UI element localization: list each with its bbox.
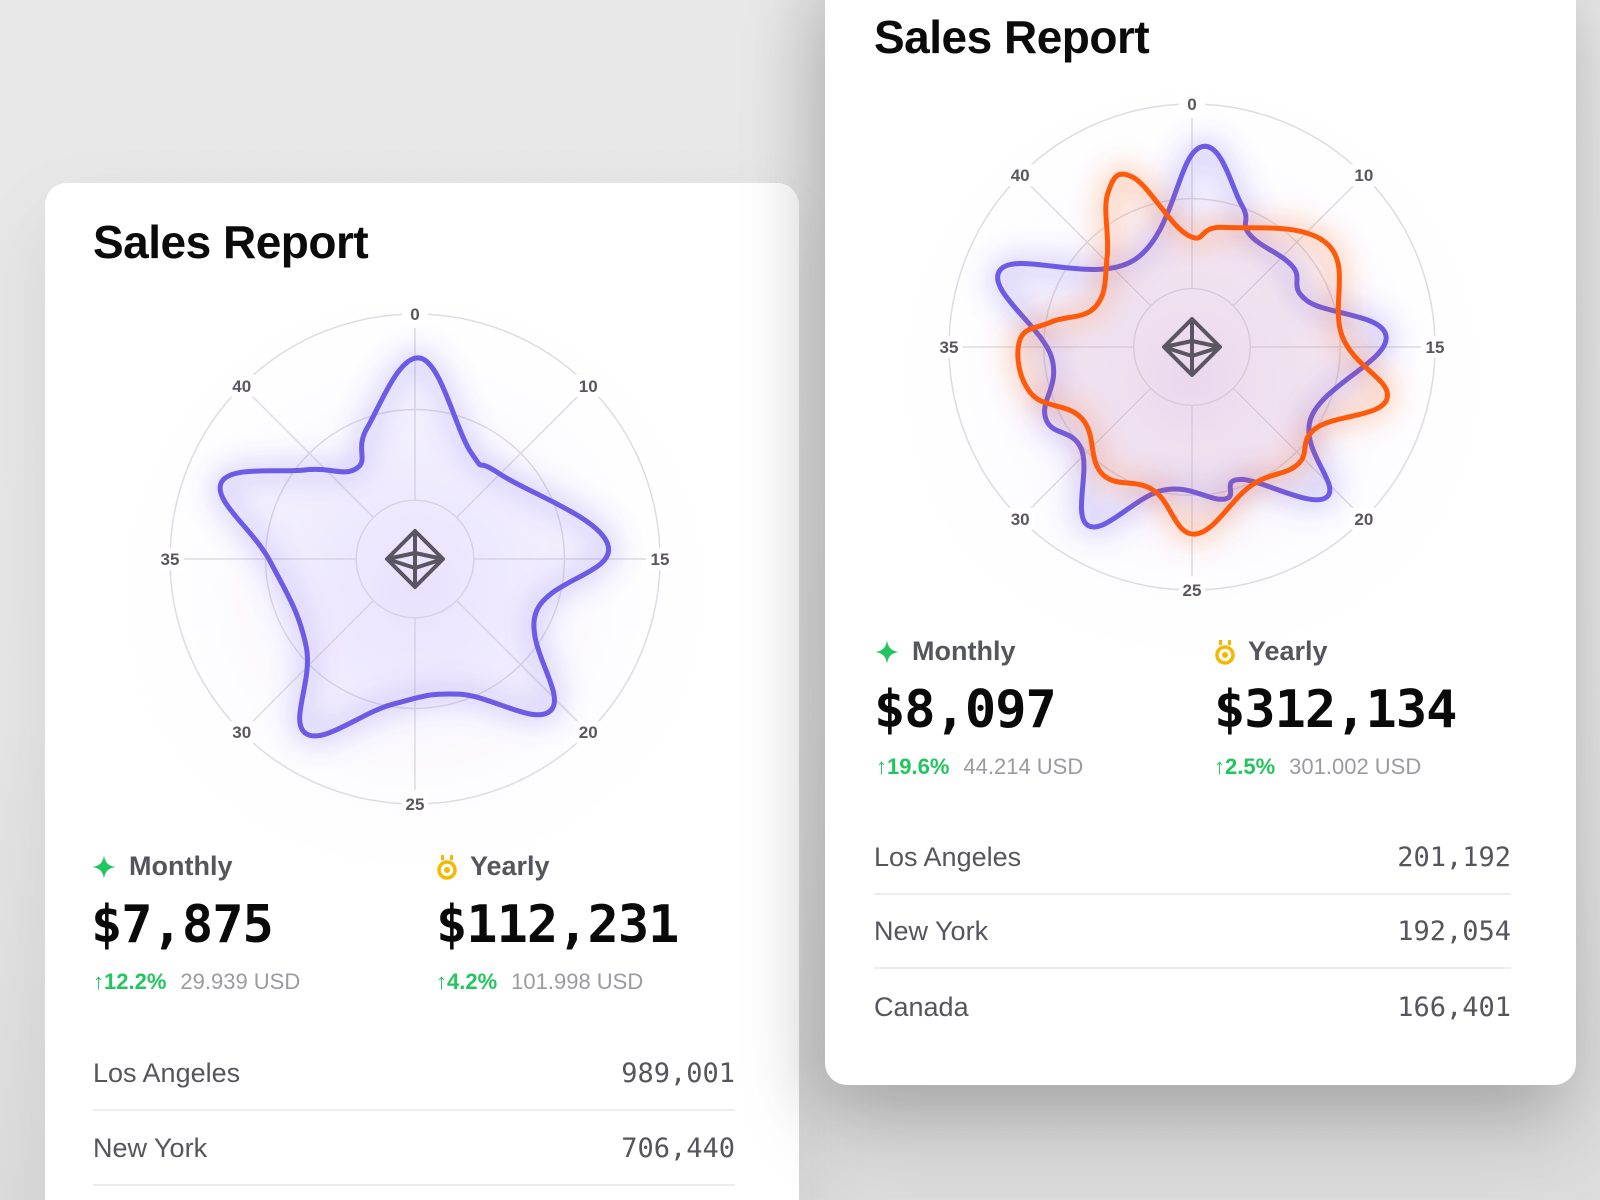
axis-label-bg: [936, 336, 962, 358]
table-row: Los Angeles 989,001: [93, 1037, 735, 1111]
axis-label-bg: [157, 548, 183, 570]
axis-label-bg: [228, 721, 255, 744]
axis-label: 15: [1426, 338, 1445, 357]
city-value: 192,054: [1397, 915, 1511, 947]
monthly-label-text: Monthly: [129, 851, 233, 881]
city-name: New York: [93, 1132, 208, 1163]
axis-label-bg: [1422, 336, 1448, 358]
axis-label: 10: [579, 377, 598, 396]
axis-label: 0: [410, 305, 419, 324]
yearly-usd: 101.998 USD: [511, 969, 644, 994]
axis-label: 20: [579, 723, 598, 742]
sparkle-icon: [92, 854, 116, 879]
yearly-change: ↑4.2%: [436, 969, 498, 994]
monthly-value: $8,097: [874, 680, 1057, 740]
yearly-sub: ↑4.2% 101.998 USD: [436, 969, 643, 995]
monthly-label-text: Monthly: [912, 636, 1016, 666]
axis-label: 10: [1354, 166, 1373, 185]
axis-label-bg: [1007, 164, 1034, 187]
axis-label: 25: [1183, 581, 1202, 600]
axis-label: 15: [651, 550, 670, 569]
series-line-orange: [1015, 171, 1390, 537]
city-name: New York: [874, 915, 989, 946]
table-row: New York 706,440: [93, 1112, 735, 1186]
card-title: Sales Report: [93, 216, 369, 268]
yearly-label-text: Yearly: [1248, 636, 1328, 666]
monthly-change: ↑19.6%: [876, 754, 950, 779]
city-name: Canada: [874, 991, 969, 1022]
monthly-label: Monthly: [91, 851, 232, 882]
monthly-sub: ↑19.6% 44.214 USD: [876, 754, 1083, 780]
axis-label: 30: [1011, 510, 1030, 529]
yearly-value: $112,231: [436, 895, 679, 955]
city-value: 989,001: [621, 1057, 735, 1089]
city-name: Los Angeles: [93, 1057, 241, 1088]
axis-label-bg: [1179, 93, 1205, 115]
monthly-change: ↑12.2%: [93, 969, 167, 994]
axis-label-bg: [1350, 164, 1377, 187]
axis-label-bg: [1179, 579, 1205, 601]
yearly-change: ↑2.5%: [1214, 754, 1276, 779]
axis-label: 35: [940, 338, 959, 357]
radar-chart: 0 10 15 20 25 30 35 40: [108, 252, 722, 866]
medal-icon: [437, 854, 457, 880]
city-value: 166,401: [1397, 991, 1511, 1023]
table-row: New York 192,054: [874, 895, 1511, 969]
medal-icon: [1215, 639, 1235, 665]
axis-label-bg: [1007, 507, 1034, 530]
yearly-label: Yearly: [1214, 636, 1328, 667]
city-name: Los Angeles: [874, 841, 1022, 872]
monthly-sub: ↑12.2% 29.939 USD: [93, 969, 300, 995]
axis-label: 0: [1187, 95, 1196, 114]
axis-label-bg: [575, 374, 602, 397]
octahedron-icon: [1162, 317, 1222, 377]
axis-label: 35: [161, 550, 180, 569]
sparkle-icon: [875, 639, 899, 664]
yearly-label: Yearly: [436, 851, 550, 882]
city-value: 201,192: [1397, 841, 1511, 873]
monthly-usd: 29.939 USD: [180, 969, 301, 994]
yearly-value: $312,134: [1214, 680, 1457, 740]
card-title: Sales Report: [874, 11, 1150, 63]
table-row: Los Angeles 201,192: [874, 821, 1511, 895]
axis-label: 40: [232, 377, 251, 396]
yearly-sub: ↑2.5% 301.002 USD: [1214, 754, 1421, 780]
axis-label-bg: [228, 374, 255, 397]
sales-report-card-left: Sales Report 0 10 15 20 25 30 35 40 Monthly $7,…: [45, 183, 799, 1200]
city-value: 706,440: [621, 1132, 735, 1164]
monthly-value: $7,875: [91, 895, 274, 955]
octahedron-icon: [385, 529, 445, 589]
radar-chart: 0 10 15 20 25 30 35 40: [888, 43, 1496, 651]
sales-report-card-right: Sales Report 0 10 15 20 25 30 35 40 Monthly $8,…: [825, 0, 1576, 1085]
table-row: Canada 166,401: [874, 970, 1511, 1044]
series-line-purple: [217, 355, 611, 739]
yearly-usd: 301.002 USD: [1289, 754, 1422, 779]
monthly-label: Monthly: [874, 636, 1015, 667]
axis-label-bg: [402, 793, 428, 815]
axis-label-bg: [402, 303, 428, 325]
yearly-label-text: Yearly: [470, 851, 550, 881]
monthly-usd: 44.214 USD: [963, 754, 1084, 779]
axis-label: 25: [406, 795, 425, 814]
axis-label: 20: [1354, 510, 1373, 529]
axis-label: 30: [232, 723, 251, 742]
axis-label-bg: [575, 721, 602, 744]
axis-label-bg: [647, 548, 673, 570]
axis-label: 40: [1011, 166, 1030, 185]
axis-label-bg: [1350, 507, 1377, 530]
